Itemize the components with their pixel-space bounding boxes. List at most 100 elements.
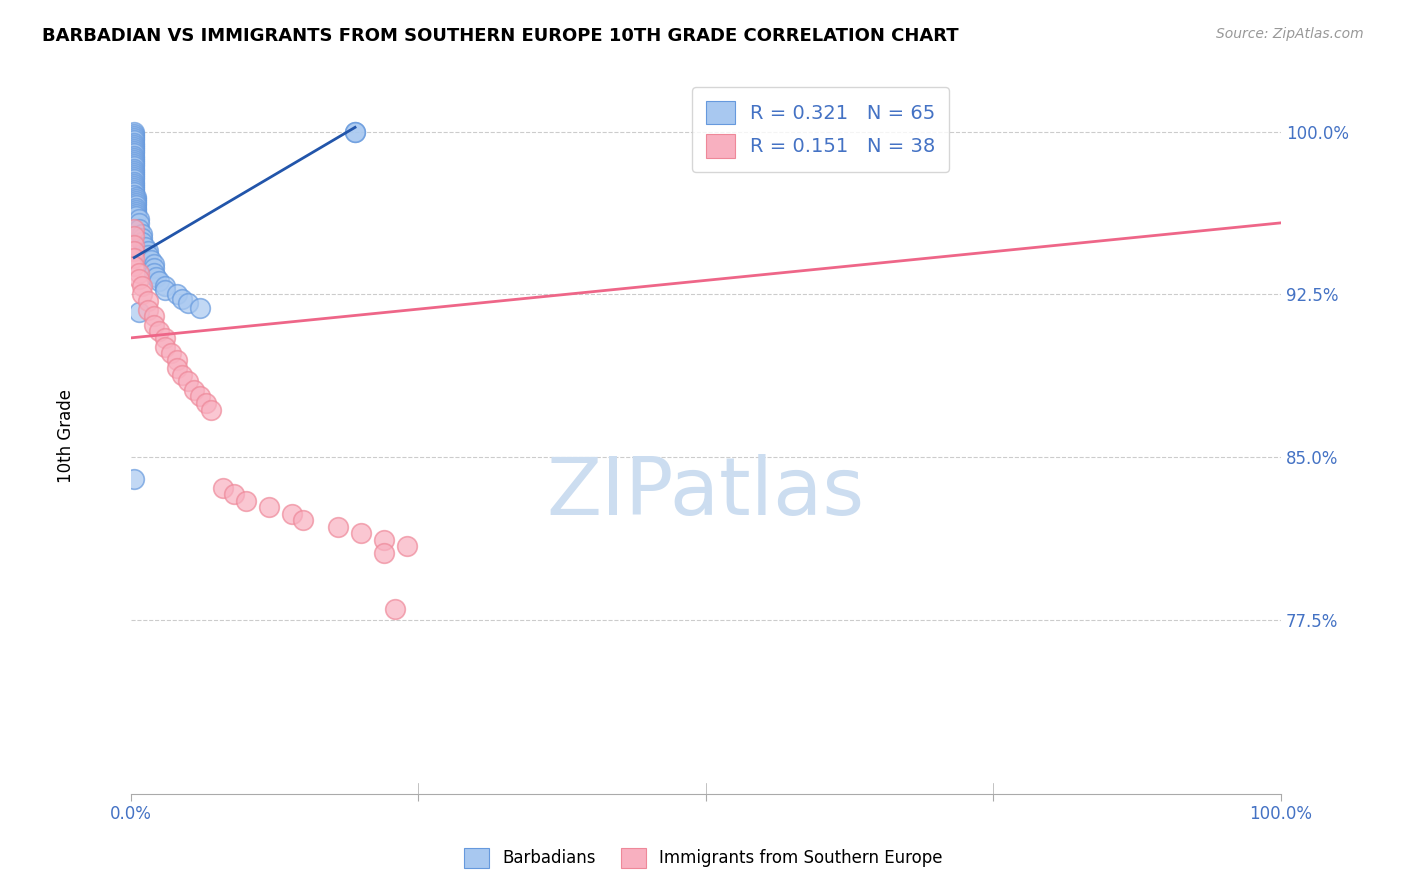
- Point: [326, 519, 349, 533]
- Point: [142, 257, 165, 271]
- Point: [224, 487, 246, 501]
- Point: [128, 222, 150, 236]
- Point: [122, 222, 145, 236]
- Point: [292, 513, 315, 527]
- Point: [344, 125, 367, 139]
- Point: [166, 352, 188, 367]
- Point: [131, 235, 153, 250]
- Point: [200, 402, 222, 417]
- Point: [122, 178, 145, 193]
- Point: [125, 192, 148, 206]
- Point: [148, 324, 170, 338]
- Point: [125, 196, 148, 211]
- Point: [122, 244, 145, 258]
- Point: [128, 305, 150, 319]
- Point: [122, 168, 145, 182]
- Point: [122, 175, 145, 189]
- Point: [177, 374, 200, 388]
- Point: [122, 131, 145, 145]
- Point: [131, 287, 153, 301]
- Point: [142, 309, 165, 323]
- Point: [122, 186, 145, 200]
- Point: [155, 278, 177, 293]
- Point: [122, 163, 145, 178]
- Point: [128, 272, 150, 286]
- Text: Source: ZipAtlas.com: Source: ZipAtlas.com: [1216, 27, 1364, 41]
- Point: [122, 129, 145, 144]
- Point: [128, 266, 150, 280]
- Point: [122, 161, 145, 176]
- Point: [122, 127, 145, 141]
- Point: [125, 205, 148, 219]
- Point: [235, 493, 257, 508]
- Point: [188, 301, 211, 315]
- Point: [155, 340, 177, 354]
- Point: [142, 318, 165, 332]
- Point: [136, 293, 159, 308]
- Point: [160, 346, 183, 360]
- Point: [172, 292, 194, 306]
- Text: BARBADIAN VS IMMIGRANTS FROM SOUTHERN EUROPE 10TH GRADE CORRELATION CHART: BARBADIAN VS IMMIGRANTS FROM SOUTHERN EU…: [42, 27, 959, 45]
- Point: [128, 211, 150, 226]
- Point: [166, 361, 188, 376]
- Point: [142, 261, 165, 276]
- Point: [188, 389, 211, 403]
- Point: [177, 296, 200, 310]
- Point: [194, 396, 217, 410]
- Point: [122, 148, 145, 162]
- Point: [122, 166, 145, 180]
- Point: [125, 210, 148, 224]
- Point: [125, 194, 148, 209]
- Point: [344, 125, 367, 139]
- Point: [122, 145, 145, 159]
- Point: [131, 227, 153, 241]
- Point: [122, 177, 145, 191]
- Point: [125, 190, 148, 204]
- Point: [125, 202, 148, 217]
- Point: [257, 500, 280, 515]
- Point: [211, 481, 233, 495]
- Point: [122, 187, 145, 202]
- Point: [125, 207, 148, 221]
- Point: [122, 183, 145, 197]
- Legend: Barbadians, Immigrants from Southern Europe: Barbadians, Immigrants from Southern Eur…: [457, 841, 949, 875]
- Point: [122, 151, 145, 165]
- Point: [134, 240, 156, 254]
- Point: [155, 283, 177, 297]
- Legend: R = 0.321   N = 65, R = 0.151   N = 38: R = 0.321 N = 65, R = 0.151 N = 38: [692, 87, 949, 171]
- Point: [125, 198, 148, 212]
- Point: [141, 252, 163, 267]
- Point: [122, 153, 145, 167]
- Point: [183, 383, 205, 397]
- Point: [122, 170, 145, 185]
- Point: [122, 146, 145, 161]
- Point: [122, 136, 145, 150]
- Point: [136, 302, 159, 317]
- Point: [125, 201, 148, 215]
- Point: [373, 546, 395, 560]
- Point: [145, 270, 167, 285]
- Point: [122, 140, 145, 154]
- Point: [122, 260, 145, 274]
- Point: [350, 526, 373, 541]
- Point: [122, 142, 145, 156]
- Point: [122, 157, 145, 171]
- Point: [384, 602, 406, 616]
- Point: [148, 275, 170, 289]
- Point: [395, 539, 418, 553]
- Point: [122, 237, 145, 252]
- Point: [122, 160, 145, 174]
- Point: [122, 181, 145, 195]
- Point: [136, 248, 159, 262]
- Point: [155, 331, 177, 345]
- Point: [122, 133, 145, 147]
- Point: [122, 228, 145, 243]
- Point: [281, 507, 304, 521]
- Point: [142, 266, 165, 280]
- Point: [122, 472, 145, 486]
- Point: [131, 278, 153, 293]
- Point: [122, 137, 145, 152]
- Point: [172, 368, 194, 382]
- Point: [122, 125, 145, 139]
- Point: [373, 533, 395, 547]
